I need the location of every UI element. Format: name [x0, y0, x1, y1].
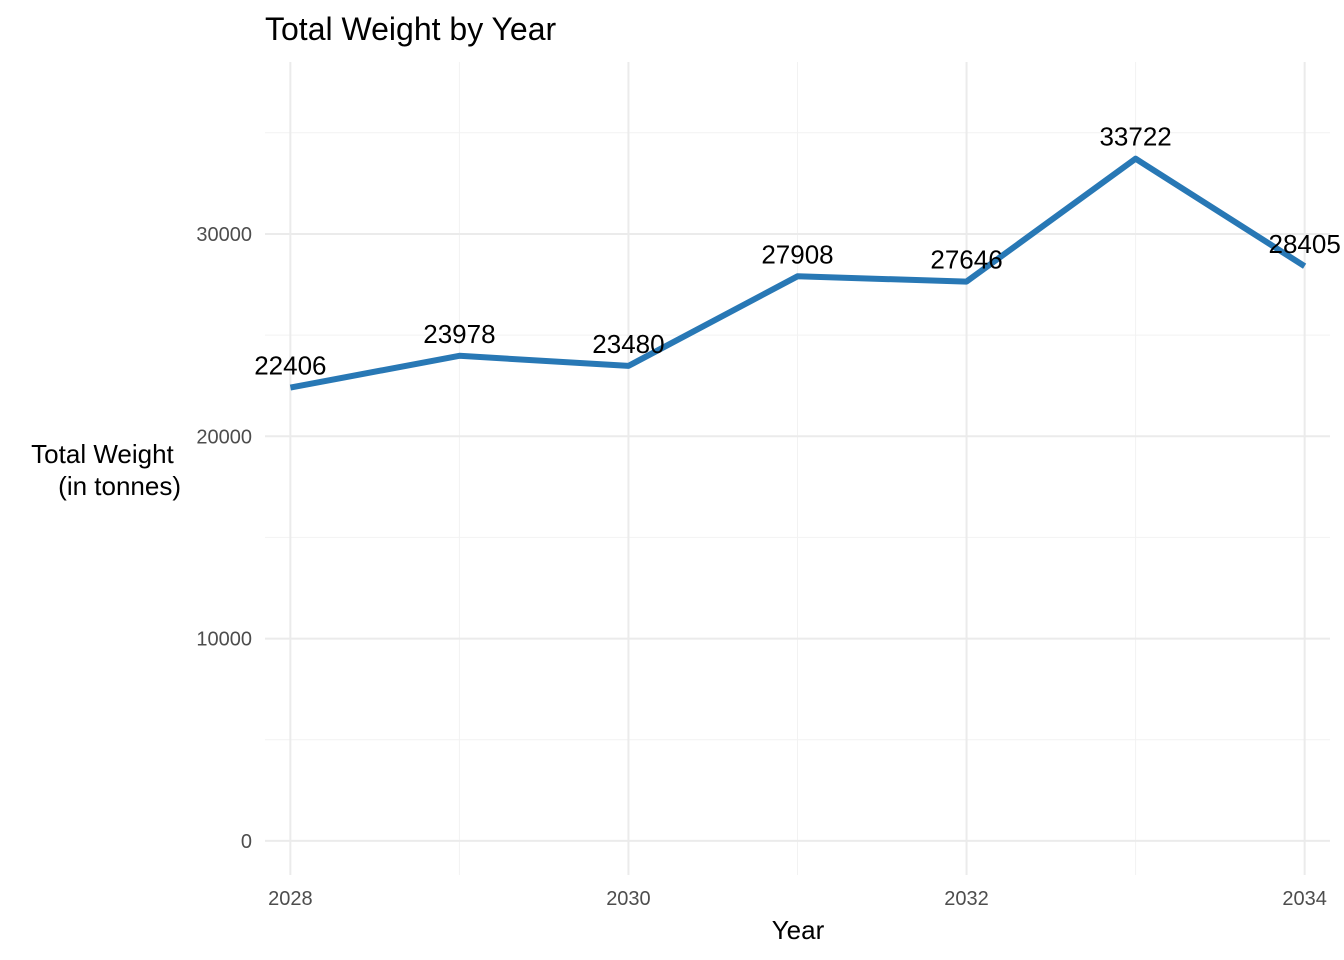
y-axis-title-line-2: (in tonnes)	[58, 471, 181, 501]
data-label: 27908	[761, 239, 833, 269]
major-gridlines	[265, 62, 1330, 875]
series-line	[289, 155, 1307, 391]
y-tick-label: 30000	[196, 224, 252, 246]
data-label: 23480	[592, 329, 664, 359]
y-axis-ticks: 0 10000 20000 30000	[196, 224, 252, 853]
data-label: 27646	[930, 245, 1002, 275]
x-tick-label: 2028	[268, 888, 313, 910]
y-axis-title: Total Weight (in tonnes)	[31, 439, 181, 501]
y-tick-label: 10000	[196, 629, 252, 651]
minor-gridlines	[265, 62, 1330, 875]
series-line-group	[289, 155, 1307, 391]
x-tick-label: 2030	[606, 888, 651, 910]
x-axis-title: Year	[772, 915, 825, 945]
y-tick-label: 20000	[196, 426, 252, 448]
y-tick-label: 0	[241, 831, 252, 853]
data-label: 23978	[423, 319, 495, 349]
x-axis-ticks: 2028 2030 2032 2034	[268, 888, 1327, 910]
chart-title: Total Weight by Year	[265, 11, 557, 47]
data-label: 28405	[1268, 229, 1340, 259]
data-label: 33722	[1099, 122, 1171, 152]
x-tick-label: 2032	[944, 888, 989, 910]
data-label: 22406	[254, 351, 326, 381]
y-axis-title-line-1: Total Weight	[31, 439, 174, 469]
data-labels: 22406 23978 23480 27908 27646 33722 28405	[254, 122, 1341, 381]
x-tick-label: 2034	[1282, 888, 1327, 910]
